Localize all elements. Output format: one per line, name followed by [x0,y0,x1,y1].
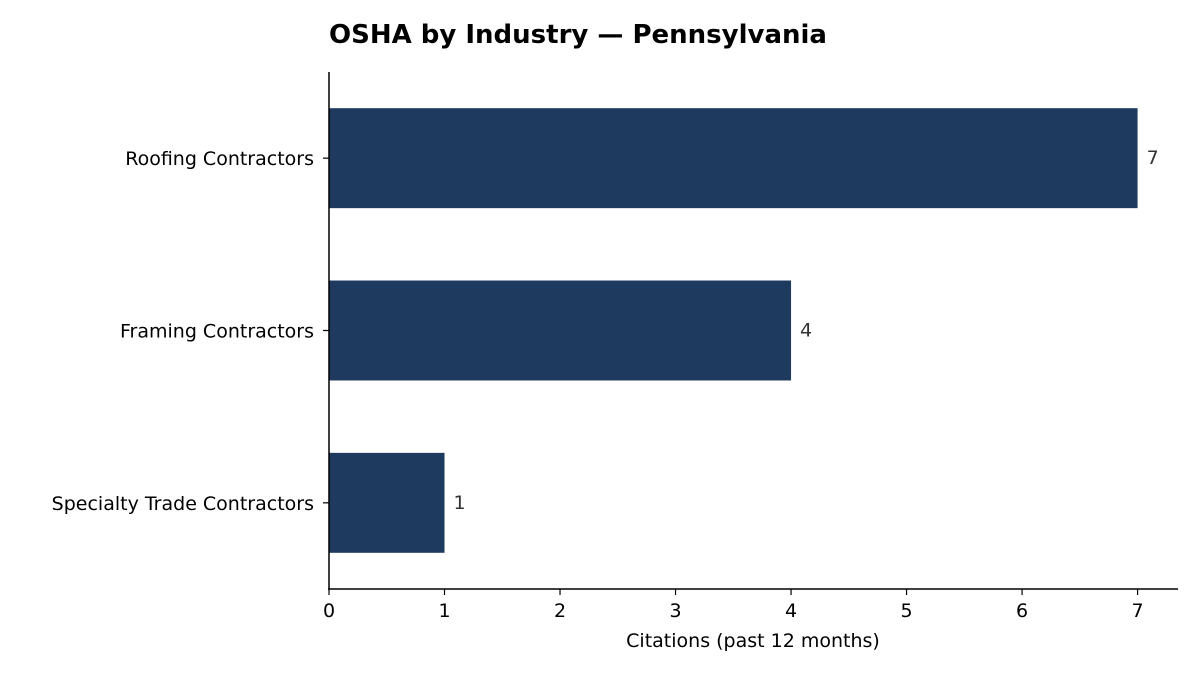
bar-specialty-trade-contractors [329,452,445,553]
bars-group [329,108,1138,553]
category-labels: Roofing Contractors Framing Contractors Sp… [52,148,329,515]
x-axis-ticks: 0 1 2 3 4 5 6 7 [323,589,1144,622]
data-labels: 7 4 1 [454,147,1159,514]
category-label: Roofing Contractors [125,148,314,170]
category-label: Framing Contractors [120,321,314,343]
x-tick-label: 4 [785,600,797,622]
data-label: 1 [454,492,466,514]
x-tick-label: 0 [323,600,335,622]
x-tick-label: 5 [901,600,913,622]
chart-title: OSHA by Industry — Pennsylvania [329,20,827,50]
x-tick-label: 1 [438,600,450,622]
data-label: 7 [1147,147,1159,169]
bar-framing-contractors [329,280,792,381]
bar-roofing-contractors [329,108,1138,209]
category-label: Specialty Trade Contractors [52,493,314,515]
x-tick-label: 2 [554,600,566,622]
x-tick-label: 6 [1016,600,1028,622]
x-tick-label: 7 [1132,600,1144,622]
data-label: 4 [800,320,812,342]
x-tick-label: 3 [669,600,681,622]
x-axis-label: Citations (past 12 months) [626,630,880,652]
